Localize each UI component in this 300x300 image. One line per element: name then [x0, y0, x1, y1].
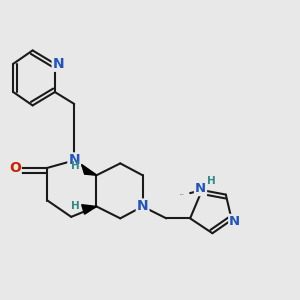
Text: N: N — [137, 200, 148, 214]
Text: methyl: methyl — [180, 193, 184, 195]
Text: N: N — [195, 182, 206, 195]
Text: N: N — [52, 57, 64, 71]
Text: N: N — [229, 215, 240, 228]
Text: H: H — [71, 202, 80, 212]
Polygon shape — [82, 165, 97, 175]
Text: H: H — [71, 161, 80, 171]
Polygon shape — [82, 205, 97, 214]
Text: N: N — [68, 153, 80, 167]
Text: H: H — [207, 176, 215, 186]
Text: O: O — [9, 161, 21, 175]
